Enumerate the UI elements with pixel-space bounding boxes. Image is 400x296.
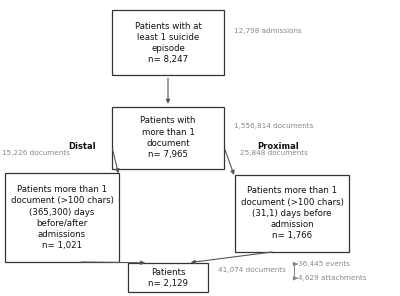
Text: Patients more than 1
document (>100 chars)
(31,1) days before
admission
n= 1,766: Patients more than 1 document (>100 char… xyxy=(240,186,344,240)
Text: Patients with at
least 1 suicide
episode
n= 8,247: Patients with at least 1 suicide episode… xyxy=(134,22,202,64)
Text: 1,556,814 documents: 1,556,814 documents xyxy=(234,123,313,129)
Text: Patients more than 1
document (>100 chars)
(365,300) days
before/after
admission: Patients more than 1 document (>100 char… xyxy=(10,185,114,250)
Text: Patients with
more than 1
document
n= 7,965: Patients with more than 1 document n= 7,… xyxy=(140,117,196,159)
Text: 15,226 documents: 15,226 documents xyxy=(2,150,70,156)
Text: 12,798 admissions: 12,798 admissions xyxy=(234,28,302,34)
Text: Patients
n= 2,129: Patients n= 2,129 xyxy=(148,268,188,288)
Text: Distal: Distal xyxy=(68,142,96,151)
Text: 25,848 documents: 25,848 documents xyxy=(240,150,308,156)
Text: 41,074 documents: 41,074 documents xyxy=(218,267,286,273)
FancyBboxPatch shape xyxy=(112,107,224,169)
Text: Proximal: Proximal xyxy=(257,142,299,151)
Text: 4,629 attachments: 4,629 attachments xyxy=(298,275,367,281)
FancyBboxPatch shape xyxy=(112,10,224,75)
FancyBboxPatch shape xyxy=(5,173,119,262)
FancyBboxPatch shape xyxy=(235,175,349,252)
FancyBboxPatch shape xyxy=(128,263,208,292)
Text: 36,445 events: 36,445 events xyxy=(298,261,350,267)
